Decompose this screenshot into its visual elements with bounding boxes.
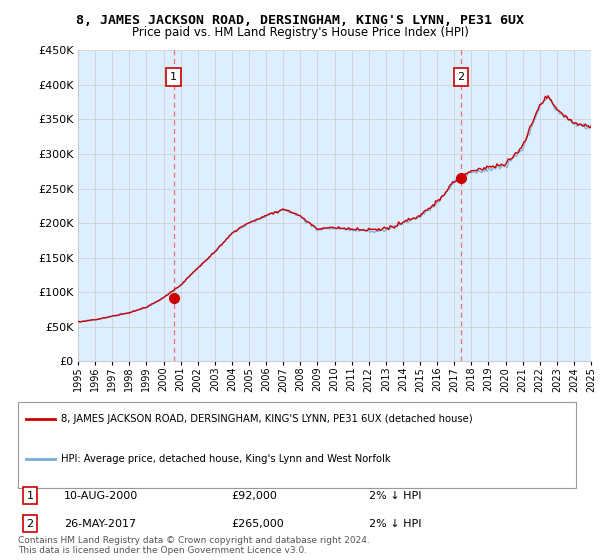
Text: 1: 1 bbox=[170, 72, 177, 82]
FancyBboxPatch shape bbox=[18, 402, 577, 488]
Text: 8, JAMES JACKSON ROAD, DERSINGHAM, KING'S LYNN, PE31 6UX: 8, JAMES JACKSON ROAD, DERSINGHAM, KING'… bbox=[76, 14, 524, 27]
Text: HPI: Average price, detached house, King's Lynn and West Norfolk: HPI: Average price, detached house, King… bbox=[61, 455, 391, 464]
Text: 1: 1 bbox=[26, 491, 34, 501]
Text: Price paid vs. HM Land Registry's House Price Index (HPI): Price paid vs. HM Land Registry's House … bbox=[131, 26, 469, 39]
Text: 2: 2 bbox=[26, 519, 34, 529]
Text: £92,000: £92,000 bbox=[231, 491, 277, 501]
Text: 2% ↓ HPI: 2% ↓ HPI bbox=[369, 519, 422, 529]
Text: 10-AUG-2000: 10-AUG-2000 bbox=[64, 491, 138, 501]
Text: 26-MAY-2017: 26-MAY-2017 bbox=[64, 519, 136, 529]
Text: Contains HM Land Registry data © Crown copyright and database right 2024.
This d: Contains HM Land Registry data © Crown c… bbox=[18, 536, 370, 556]
Text: 8, JAMES JACKSON ROAD, DERSINGHAM, KING'S LYNN, PE31 6UX (detached house): 8, JAMES JACKSON ROAD, DERSINGHAM, KING'… bbox=[61, 414, 473, 424]
Text: 2: 2 bbox=[457, 72, 464, 82]
Text: 2% ↓ HPI: 2% ↓ HPI bbox=[369, 491, 422, 501]
Text: £265,000: £265,000 bbox=[231, 519, 284, 529]
